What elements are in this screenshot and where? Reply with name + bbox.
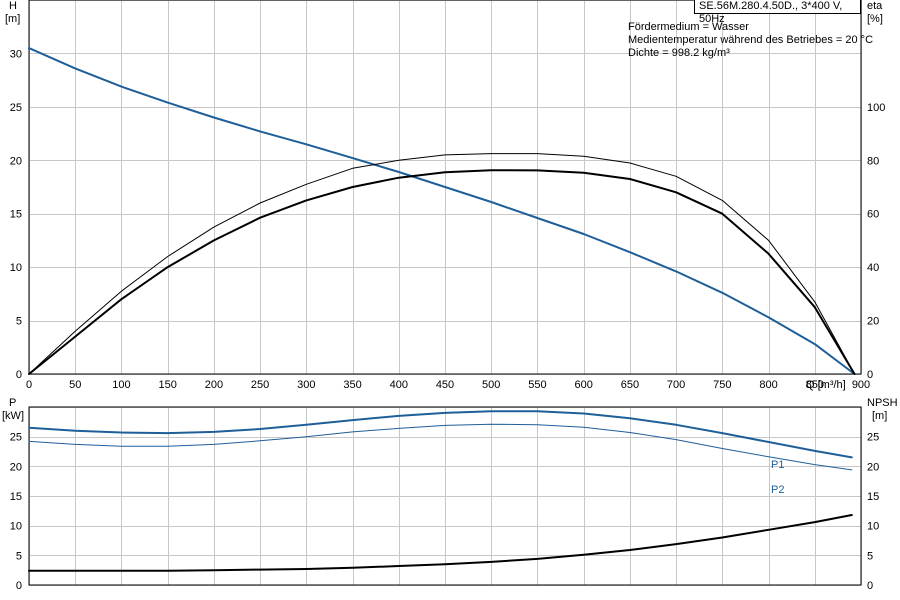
y-tick-label: 5 xyxy=(16,550,22,562)
eta-axis-unit: [%] xyxy=(867,13,883,25)
frame-bottom xyxy=(28,406,862,586)
series-line-0-0 xyxy=(28,47,856,375)
y2-tick-label: 5 xyxy=(867,550,873,562)
tick-labels: 0510152025300204060801000510152025051015… xyxy=(10,48,886,592)
model-title: SE.56M.280.4.50D., 3*400 V, 50Hz xyxy=(694,0,861,25)
p-axis-label: P xyxy=(9,397,16,409)
npsh-axis-unit: [m] xyxy=(872,410,887,422)
legend-p1: P1 xyxy=(771,459,784,471)
series-line-1-0 xyxy=(28,410,853,459)
y-tick-label: 0 xyxy=(16,369,22,381)
x-tick-label: 550 xyxy=(528,379,546,391)
y-tick-label: 15 xyxy=(10,209,22,221)
y2-tick-label: 100 xyxy=(867,102,885,114)
y-tick-label: 20 xyxy=(10,155,22,167)
x-tick-label: 100 xyxy=(112,379,130,391)
x-tick-label: 750 xyxy=(713,379,731,391)
x-tick-label: 400 xyxy=(390,379,408,391)
x-tick-label: 200 xyxy=(205,379,223,391)
frame-top xyxy=(28,0,862,375)
series-group xyxy=(28,47,856,572)
q-axis-label: Q [m³/h] xyxy=(806,379,846,391)
series-line-1-1 xyxy=(28,423,853,471)
y-tick-label: 10 xyxy=(10,262,22,274)
y2-tick-label: 80 xyxy=(867,155,879,167)
y2-tick-label: 10 xyxy=(867,521,879,533)
p-axis-unit: [kW] xyxy=(2,410,24,422)
y2-tick-label: 40 xyxy=(867,262,879,274)
x-tick-label: 0 xyxy=(26,379,32,391)
x-tick-label: 250 xyxy=(251,379,269,391)
h-axis-unit: [m] xyxy=(5,13,20,25)
y-tick-label: 30 xyxy=(10,48,22,60)
series-line-0-1 xyxy=(28,153,855,375)
x-tick-label: 50 xyxy=(69,379,81,391)
y-tick-label: 15 xyxy=(10,491,22,503)
legend-p2: P2 xyxy=(771,484,784,496)
y-tick-label: 0 xyxy=(16,580,22,592)
y-tick-label: 10 xyxy=(10,521,22,533)
x-tick-label: 650 xyxy=(621,379,639,391)
y2-tick-label: 0 xyxy=(867,580,873,592)
y-tick-label: 20 xyxy=(10,461,22,473)
x-tick-label: 300 xyxy=(297,379,315,391)
x-tick-label: 800 xyxy=(759,379,777,391)
y-tick-label: 25 xyxy=(10,102,22,114)
x-tick-label: 350 xyxy=(343,379,361,391)
note-medium: Fördermedium = Wasser xyxy=(628,21,749,33)
y2-tick-label: 20 xyxy=(867,316,879,328)
x-tick-label: 700 xyxy=(667,379,685,391)
x-tick-label: 600 xyxy=(574,379,592,391)
series-line-1-2 xyxy=(28,514,853,572)
y2-tick-label: 25 xyxy=(867,432,879,444)
x-tick-label: 900 xyxy=(852,379,870,391)
series-line-0-2 xyxy=(28,169,856,375)
note-density: Dichte = 998.2 kg/m³ xyxy=(628,47,730,59)
y-tick-label: 25 xyxy=(10,432,22,444)
y2-tick-label: 60 xyxy=(867,209,879,221)
npsh-axis-label: NPSH xyxy=(867,397,898,409)
note-temperature: Medientemperatur während des Betriebes =… xyxy=(628,34,874,46)
eta-axis-label: eta xyxy=(867,0,883,12)
y-tick-label: 5 xyxy=(16,316,22,328)
y2-tick-label: 15 xyxy=(867,491,879,503)
y2-tick-label: 0 xyxy=(867,369,873,381)
h-axis-label: H xyxy=(9,0,17,12)
x-tick-label: 500 xyxy=(482,379,500,391)
x-tick-label: 450 xyxy=(436,379,454,391)
x-tick-label: 850 xyxy=(806,379,824,391)
x-tick-label: 150 xyxy=(158,379,176,391)
y2-tick-label: 20 xyxy=(867,461,879,473)
